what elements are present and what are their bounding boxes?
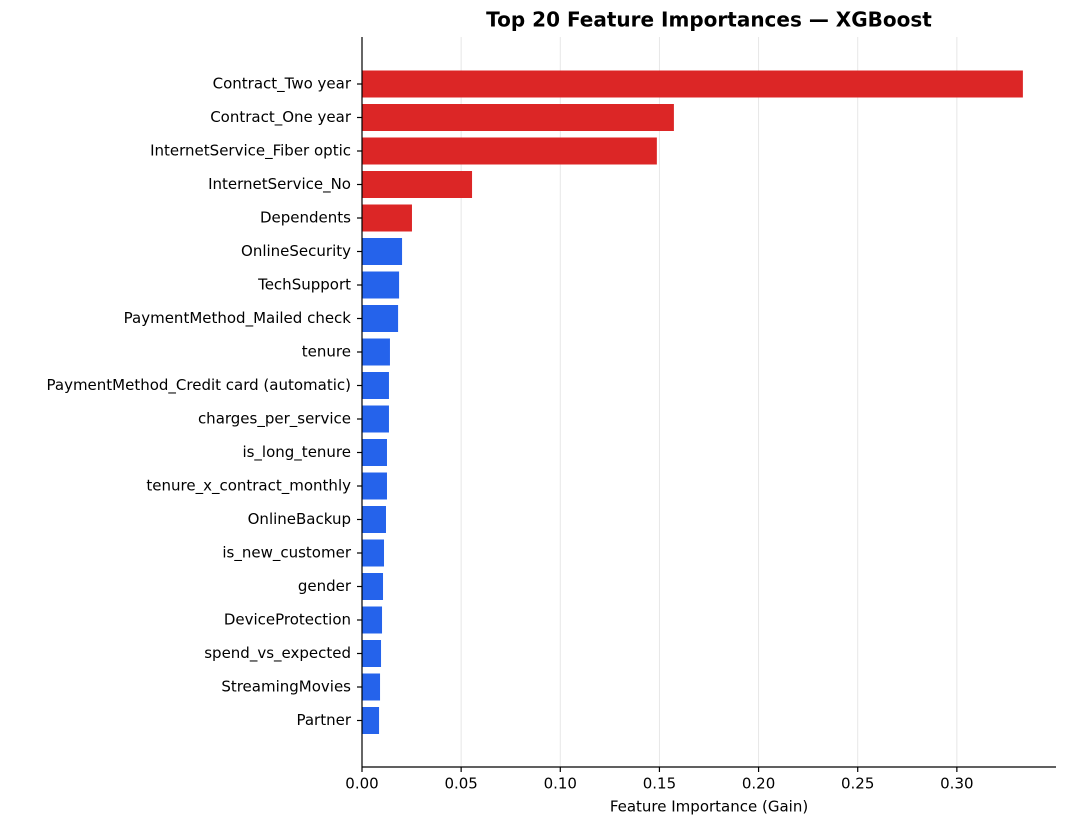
bar xyxy=(362,606,383,634)
bar xyxy=(362,238,403,265)
x-tick-label: 0.10 xyxy=(544,775,577,793)
y-tick-label: DeviceProtection xyxy=(224,611,351,629)
x-tick-label: 0.25 xyxy=(841,775,874,793)
y-tick-label: Contract_Two year xyxy=(213,75,352,94)
bar xyxy=(362,573,384,600)
bar xyxy=(362,506,386,533)
y-tick-label: is_new_customer xyxy=(222,544,351,563)
bar xyxy=(362,472,387,500)
y-tick-label: tenure xyxy=(302,343,351,361)
y-tick-label: PaymentMethod_Mailed check xyxy=(124,309,352,328)
y-tick-label: StreamingMovies xyxy=(221,678,351,696)
y-tick-label: tenure_x_contract_monthly xyxy=(146,477,351,496)
x-tick-label: 0.30 xyxy=(940,775,973,793)
y-tick-label: charges_per_service xyxy=(198,410,351,429)
bar xyxy=(362,137,657,165)
bar xyxy=(362,204,412,232)
bar xyxy=(362,539,385,567)
y-tick-label: TechSupport xyxy=(257,276,351,294)
y-tick-label: Contract_One year xyxy=(210,108,352,127)
bar xyxy=(362,104,674,131)
y-tick-label: gender xyxy=(298,577,352,595)
bar xyxy=(362,372,389,399)
bar xyxy=(362,439,387,466)
bar xyxy=(362,338,390,366)
y-tick-label: InternetService_No xyxy=(208,175,351,194)
y-tick-label: InternetService_Fiber optic xyxy=(150,142,351,161)
bar xyxy=(362,640,382,667)
y-tick-label: PaymentMethod_Credit card (automatic) xyxy=(47,376,352,395)
x-tick-label: 0.15 xyxy=(643,775,676,793)
bar xyxy=(362,405,389,433)
bar xyxy=(362,171,473,198)
x-tick-label: 0.20 xyxy=(742,775,775,793)
y-tick-label: OnlineSecurity xyxy=(241,242,351,260)
bar xyxy=(362,673,381,701)
x-tick-label: 0.05 xyxy=(444,775,477,793)
y-tick-label: OnlineBackup xyxy=(248,510,351,528)
bar xyxy=(362,70,1023,98)
x-axis-label: Feature Importance (Gain) xyxy=(610,798,808,816)
bar xyxy=(362,271,400,299)
y-tick-label: Dependents xyxy=(260,209,351,227)
bar xyxy=(362,707,380,734)
y-tick-label: Partner xyxy=(296,711,351,729)
y-tick-label: spend_vs_expected xyxy=(204,644,351,663)
bar xyxy=(362,305,399,332)
y-tick-label: is_long_tenure xyxy=(242,443,351,462)
chart-title: Top 20 Feature Importances — XGBoost xyxy=(486,8,932,32)
x-tick-label: 0.00 xyxy=(345,775,378,793)
